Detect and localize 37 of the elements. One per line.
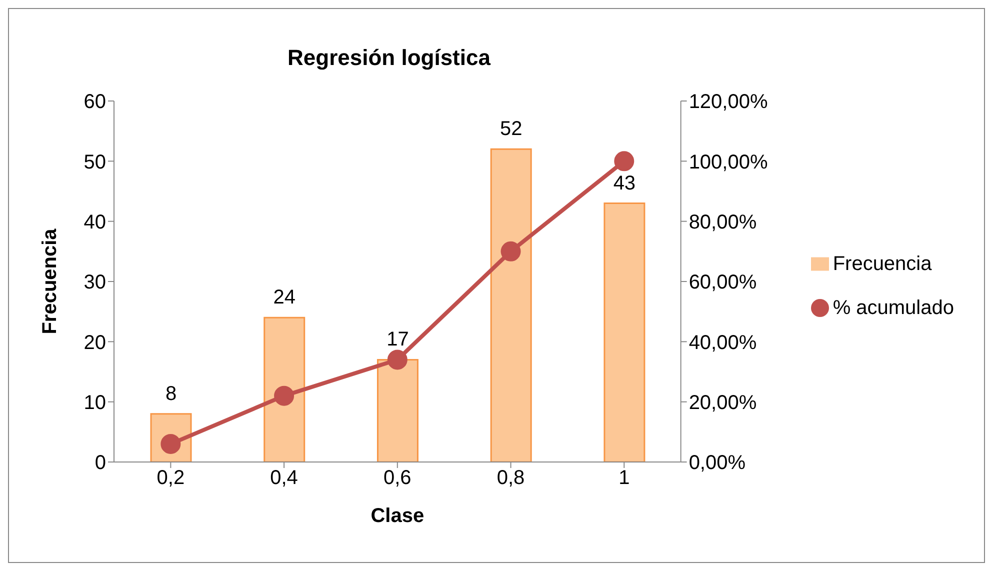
data-label: 17 <box>386 328 409 351</box>
point <box>387 350 408 370</box>
x-tick-label: 0,2 <box>156 467 185 490</box>
y-tick-label: 20 <box>84 332 106 354</box>
point <box>274 386 294 406</box>
x-axis-title: Clase <box>370 505 424 527</box>
y-tick-label: 60 <box>84 91 106 114</box>
y2-tick-label: 0,00% <box>688 452 746 474</box>
data-label: 52 <box>500 118 522 140</box>
x-tick-label: 0,4 <box>270 467 298 490</box>
point <box>614 151 634 172</box>
data-label: 8 <box>165 382 177 405</box>
y2-tick-label: 20,00% <box>688 392 757 414</box>
y-tick-label: 50 <box>84 151 106 174</box>
x-tick-label: 0,8 <box>496 467 525 490</box>
point <box>500 241 521 262</box>
y-tick-label: 40 <box>84 211 106 234</box>
x-tick-label: 0,6 <box>384 467 412 490</box>
legend-label: % acumulado <box>832 296 954 318</box>
chart-title: Regresión logística <box>286 45 492 71</box>
y2-tick-label: 40,00% <box>688 332 757 354</box>
y2-tick-label: 120,00% <box>688 91 768 114</box>
y-tick-label: 30 <box>84 272 106 294</box>
y-axis-title: Frecuencia <box>39 228 62 334</box>
y2-tick-label: 80,00% <box>688 211 757 234</box>
y-tick-label: 10 <box>84 392 106 414</box>
bar <box>264 316 306 462</box>
legend-label: Frecuencia <box>832 252 932 274</box>
y2-tick-label: 100,00% <box>688 151 768 174</box>
x-tick-label: 1 <box>618 467 630 490</box>
bar <box>490 148 532 462</box>
y-tick-label: 0 <box>94 452 106 474</box>
data-label: 24 <box>273 286 296 309</box>
bar <box>376 358 418 462</box>
data-label: 43 <box>613 172 636 194</box>
y2-tick-label: 60,00% <box>688 272 757 294</box>
bar <box>604 202 646 462</box>
